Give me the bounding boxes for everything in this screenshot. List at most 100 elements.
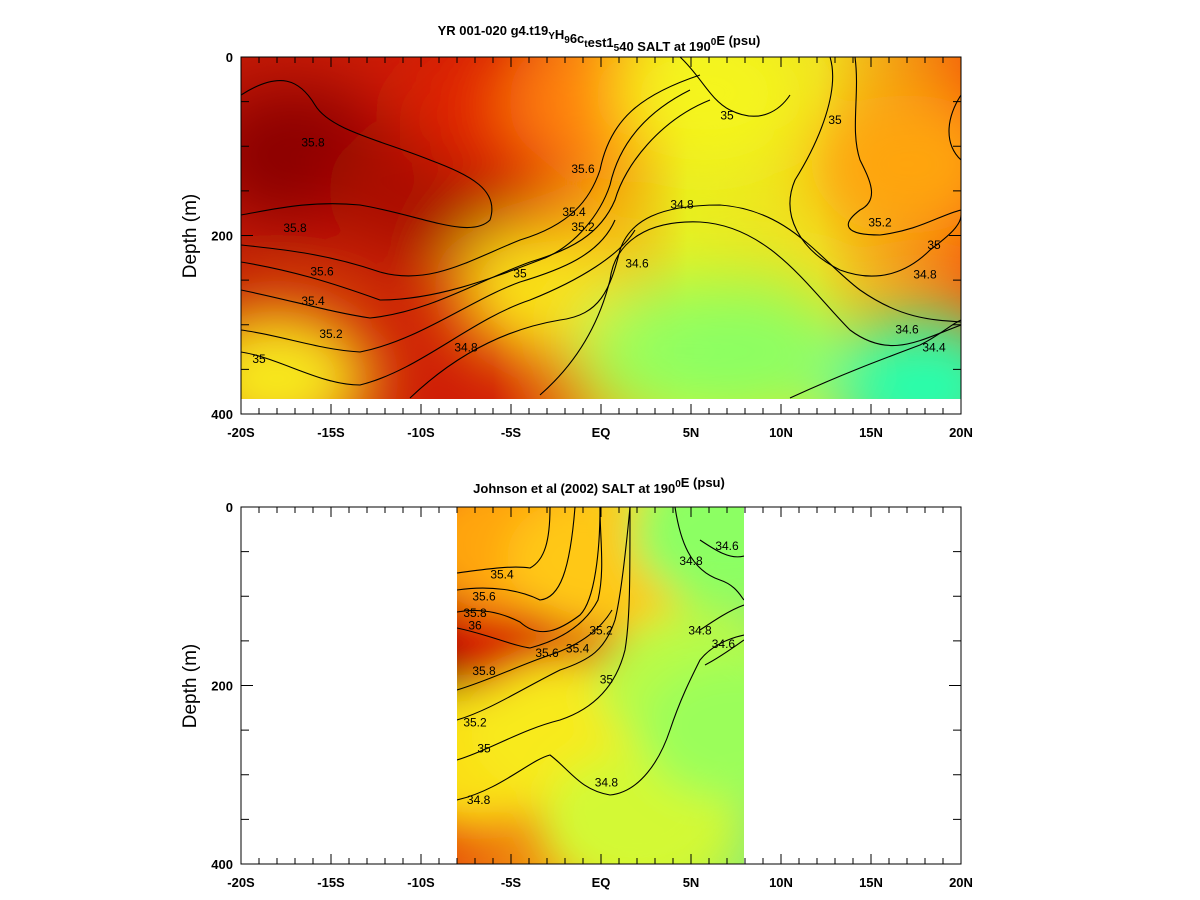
y-tick-label: 400 xyxy=(211,857,233,872)
contour-line xyxy=(457,507,576,601)
salinity-blob xyxy=(650,281,840,399)
contour-line xyxy=(241,219,616,353)
contour-label: 34.8 xyxy=(670,198,694,212)
contour-label: 35 xyxy=(828,113,842,127)
contour-label: 35.4 xyxy=(490,567,514,581)
contour-label: 35.6 xyxy=(535,646,559,660)
contour-line xyxy=(457,507,603,649)
contour-label: 34.8 xyxy=(467,793,491,807)
contour-label: 34.8 xyxy=(595,775,619,789)
contour-label: 35.4 xyxy=(566,641,590,655)
contour-label: 34.8 xyxy=(454,341,478,355)
lower-title: Johnson et al (2002) SALT at 1900E (psu) xyxy=(473,475,725,496)
contour-label: 35 xyxy=(477,741,491,755)
x-tick-label: EQ xyxy=(592,425,611,440)
y-tick-label: 0 xyxy=(226,50,233,65)
contour-label: 35.2 xyxy=(463,716,487,730)
contour-label: 35 xyxy=(720,108,734,122)
contour-label: 35.4 xyxy=(301,294,325,308)
lower-salinity-field xyxy=(457,507,744,864)
salinity-blob xyxy=(641,660,744,801)
x-tick-label: 15N xyxy=(859,875,883,890)
contour-line xyxy=(409,204,961,399)
x-tick-label: 5N xyxy=(683,425,700,440)
x-tick-label: -20S xyxy=(227,425,255,440)
x-tick-label: 20N xyxy=(949,875,973,890)
salinity-blob xyxy=(241,308,372,399)
contour-line xyxy=(847,57,961,236)
upper-salinity-field xyxy=(241,57,961,399)
contour-label: 36 xyxy=(468,618,482,632)
contour-line xyxy=(699,604,744,631)
contour-line xyxy=(699,539,744,558)
contour-label: 35.8 xyxy=(283,221,307,235)
x-tick-label: -5S xyxy=(501,875,522,890)
y-tick-label: 200 xyxy=(211,679,233,694)
salinity-blob xyxy=(812,94,961,235)
contour-label: 34.6 xyxy=(712,637,736,651)
contour-line xyxy=(457,507,631,761)
x-tick-label: EQ xyxy=(592,875,611,890)
contour-label: 34.6 xyxy=(715,539,739,553)
contour-line xyxy=(457,609,613,691)
contour-label: 35.2 xyxy=(571,220,595,234)
contour-line xyxy=(241,79,493,228)
contour-line xyxy=(457,634,744,801)
contour-label: 35.2 xyxy=(868,216,892,230)
y-tick-label: 0 xyxy=(226,500,233,515)
contour-label: 35.2 xyxy=(319,327,343,341)
contour-label: 35 xyxy=(252,352,266,366)
contour-label: 35 xyxy=(600,673,614,687)
contour-line xyxy=(241,99,711,319)
contour-line xyxy=(789,319,961,399)
contour-line xyxy=(679,57,791,117)
contour-label: 35.8 xyxy=(463,606,487,620)
contour-line xyxy=(457,507,551,574)
upper-y-axis-label: Depth (m) xyxy=(180,194,201,278)
x-tick-label: -15S xyxy=(317,425,345,440)
contour-line xyxy=(539,221,961,396)
x-tick-label: -20S xyxy=(227,875,255,890)
x-tick-label: 10N xyxy=(769,425,793,440)
contour-line xyxy=(241,74,701,277)
x-tick-label: 20N xyxy=(949,425,973,440)
contour-label: 35.6 xyxy=(310,265,334,279)
x-tick-label: -5S xyxy=(501,425,522,440)
x-tick-label: 10N xyxy=(769,875,793,890)
contour-label: 34.6 xyxy=(625,257,649,271)
upper-contour-lines xyxy=(241,57,961,399)
upper-axes: -20S -15S -10S -5S EQ 5N 10N 15N 20N 0 200 400 xyxy=(211,50,973,440)
contour-label: 35.8 xyxy=(472,664,496,678)
contour-label: 35 xyxy=(927,238,941,252)
y-tick-label: 200 xyxy=(211,229,233,244)
upper-title: YR 001-020 g4.t19YH96ctest1540 SALT at 1… xyxy=(438,23,761,54)
contour-label: 35.4 xyxy=(562,205,586,219)
contour-line xyxy=(457,507,631,721)
contour-line xyxy=(241,229,636,386)
contour-line xyxy=(241,89,691,301)
contour-label: 34.8 xyxy=(688,624,712,638)
contour-label: 35.6 xyxy=(472,590,496,604)
contour-line xyxy=(674,507,744,601)
contour-label: 35.2 xyxy=(589,624,613,638)
x-tick-label: 5N xyxy=(683,875,700,890)
contour-label: 34.6 xyxy=(895,323,919,337)
lower-panel: Johnson et al (2002) SALT at 1900E (psu)… xyxy=(180,475,973,890)
contour-line xyxy=(704,639,744,666)
contour-label: 34.4 xyxy=(922,341,946,355)
contour-label: 35.8 xyxy=(301,135,325,149)
contour-label: 35.6 xyxy=(571,162,595,176)
contour-line xyxy=(789,57,961,277)
x-tick-label: -10S xyxy=(407,875,435,890)
lower-y-axis-label: Depth (m) xyxy=(180,644,201,728)
contour-line xyxy=(457,507,601,633)
salinity-blob xyxy=(632,507,744,604)
x-tick-label: -15S xyxy=(317,875,345,890)
y-tick-label: 400 xyxy=(211,407,233,422)
contour-label: 34.8 xyxy=(679,554,703,568)
contour-label: 35 xyxy=(513,266,527,280)
contour-label: 34.8 xyxy=(913,267,937,281)
upper-contour-labels: 35.835.835.635.435.23535.635.435.23534.8… xyxy=(252,108,946,366)
